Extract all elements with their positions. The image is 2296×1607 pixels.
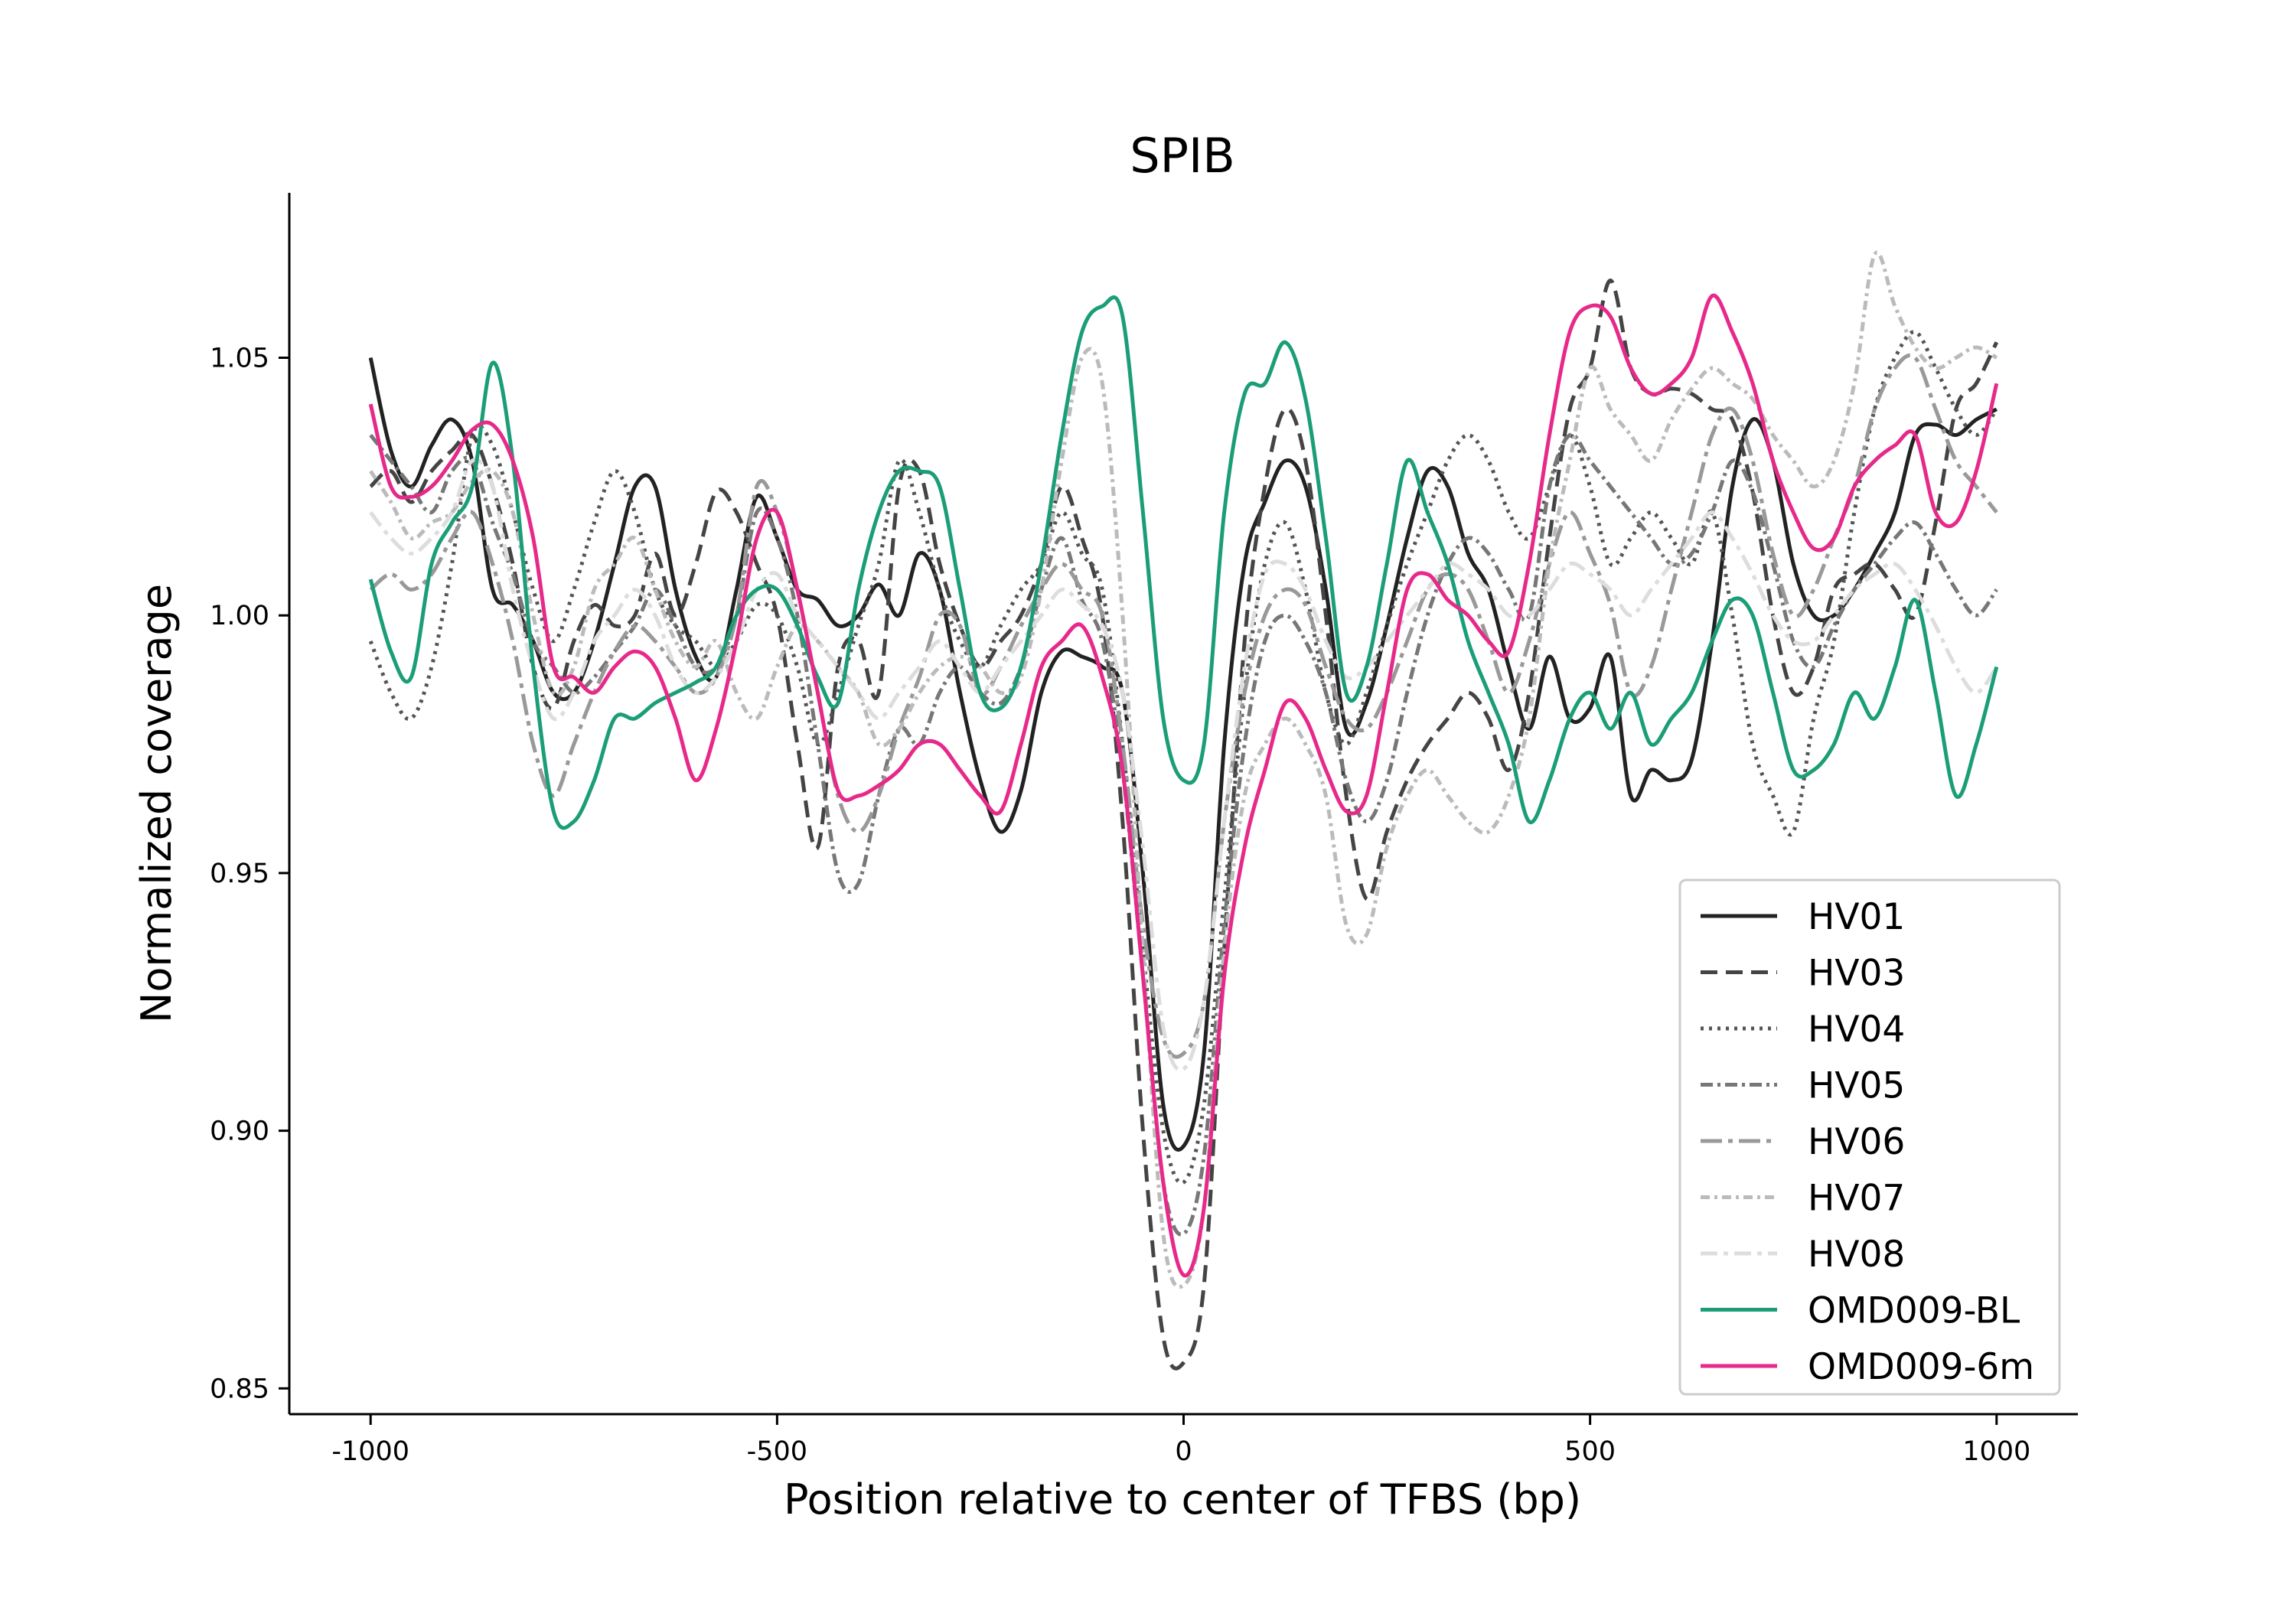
legend-label-hv05: HV05 (1808, 1065, 1905, 1107)
legend-label-hv06: HV06 (1808, 1121, 1905, 1163)
plot-lines (368, 250, 1999, 1371)
y-axis-ticks: 0.85 0.90 0.95 1.00 1.05 (210, 343, 289, 1404)
y-tick-label: 1.05 (210, 343, 269, 373)
series-line-hv08 (369, 458, 1998, 1072)
legend-label-hv08: HV08 (1808, 1234, 1905, 1276)
y-tick-label: 0.90 (210, 1116, 269, 1147)
series-line-omd009-6m (368, 293, 1999, 1278)
legend-label-omd009-6m: OMD009-6m (1808, 1346, 2034, 1388)
x-tick-label: 500 (1564, 1436, 1616, 1467)
y-tick-label: 0.85 (210, 1374, 269, 1404)
series-line-omd009-bl (368, 295, 1999, 830)
series-line-hv06 (369, 353, 1998, 1059)
legend-label-hv07: HV07 (1808, 1178, 1905, 1220)
legend-label-hv01: HV01 (1808, 896, 1905, 938)
x-tick-label: -1000 (331, 1436, 409, 1467)
legend-label-hv03: HV03 (1808, 953, 1905, 995)
x-tick-label: 0 (1175, 1436, 1192, 1467)
series-line-hv03 (369, 279, 1999, 1371)
series-line-hv07 (369, 250, 1998, 1289)
series-line-hv01 (368, 357, 1998, 1152)
legend-label-hv04: HV04 (1808, 1009, 1905, 1051)
x-axis-ticks: -1000 -500 0 500 1000 (331, 1414, 2030, 1467)
series-line-hv05 (369, 432, 1998, 1237)
legend: HV01 HV03 HV04 HV05 HV06 HV07 HV08 OMD009-BL OMD… (1678, 878, 2061, 1396)
x-tick-label: -500 (747, 1436, 807, 1467)
x-axis-label: Position relative to center of TFBS (bp) (784, 1475, 1581, 1524)
y-tick-label: 0.95 (210, 859, 269, 889)
legend-frame (1678, 878, 2061, 1396)
legend-entries: HV01 HV03 HV04 HV05 HV06 HV07 HV08 OMD009-BL OMD… (1701, 896, 2034, 1388)
y-axis-label: Normalized coverage (132, 584, 181, 1023)
legend-label-omd009-bl: OMD009-BL (1808, 1290, 2020, 1332)
y-tick-label: 1.00 (210, 601, 269, 631)
chart-title: SPIB (1130, 128, 1235, 184)
x-tick-label: 1000 (1962, 1436, 2030, 1467)
